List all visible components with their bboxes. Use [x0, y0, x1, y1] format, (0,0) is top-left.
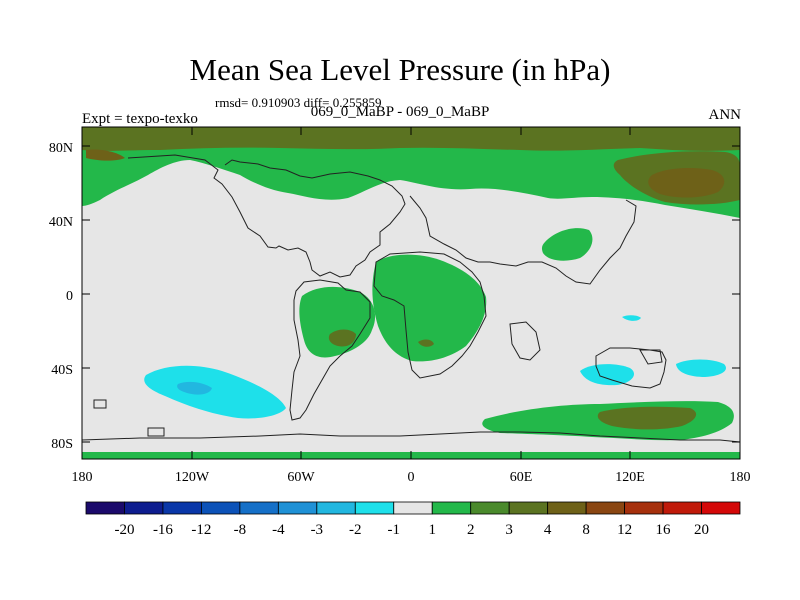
south-america-olive — [328, 329, 356, 347]
africa-anomaly — [372, 254, 487, 362]
lon-label: 60E — [510, 470, 533, 485]
colorbar-swatch — [316, 501, 356, 515]
map-title: Mean Sea Level Pressure (in hPa) — [189, 52, 611, 87]
asia-positive-anomaly — [541, 228, 593, 261]
lon-label: 120E — [615, 470, 645, 485]
colorbar-label: 16 — [656, 522, 672, 538]
longitude-ticks — [81, 127, 741, 459]
colorbar-label: 20 — [694, 522, 709, 538]
arctic-brown-patch — [86, 149, 125, 161]
longitude-labels: 180 120W 60W 0 60E 120E 180 — [72, 470, 751, 485]
lat-label: 40N — [49, 215, 73, 230]
colorbar-label: -4 — [272, 522, 285, 538]
colorbar-label: -2 — [349, 522, 362, 538]
colorbar-swatch — [162, 501, 202, 515]
colorbar-swatch — [277, 501, 318, 515]
colorbar-swatch — [201, 501, 241, 515]
experiment-label: Expt = texpo-texko — [82, 111, 198, 127]
arctic-olive-band — [82, 127, 740, 151]
south-pacific-negative-anomaly — [144, 365, 286, 419]
southern-ocean-olive — [597, 406, 697, 430]
colorbar-swatch — [239, 501, 279, 515]
lon-label: 0 — [408, 470, 415, 485]
colorbar-label: 1 — [428, 522, 436, 538]
lat-label: 0 — [66, 289, 73, 304]
colorbar-swatch — [393, 501, 433, 515]
colorbar-swatch — [624, 501, 664, 515]
lon-label: 180 — [72, 470, 93, 485]
colorbar-label: -20 — [114, 522, 134, 538]
colorbar-swatch — [124, 501, 164, 515]
experiment-subtitle: 069_0_MaBP - 069_0_MaBP — [310, 104, 490, 120]
colorbar-label: -1 — [388, 522, 401, 538]
small-negative-anomaly — [622, 315, 641, 321]
colorbar: -20 -16 -12 -8 -4 -3 -2 -1 1 2 3 4 8 12 16 20 — [85, 501, 741, 538]
colorbar-swatch — [585, 501, 625, 515]
colorbar-label: 3 — [505, 522, 513, 538]
africa-olive — [418, 339, 434, 347]
indian-ocean-negative-anomaly — [580, 364, 634, 386]
colorbar-swatch — [85, 501, 125, 515]
lat-label: 80S — [51, 437, 73, 452]
colorbar-swatch — [547, 501, 587, 515]
colorbar-label: -8 — [234, 522, 247, 538]
colorbar-swatch — [662, 501, 702, 515]
colorbar-swatch — [508, 501, 549, 515]
colorbar-label: 12 — [617, 522, 632, 538]
colorbar-swatch — [354, 501, 395, 515]
colorbar-swatch — [431, 501, 472, 515]
season-label: ANN — [708, 107, 742, 123]
colorbar-label: 2 — [467, 522, 475, 538]
colorbar-label: 4 — [544, 522, 552, 538]
australia-negative-anomaly — [676, 359, 726, 377]
map-field — [82, 127, 740, 459]
lon-label: 60W — [287, 470, 315, 485]
latitude-ticks — [82, 145, 740, 443]
lon-label: 120W — [175, 470, 210, 485]
stats-line: rmsd= 0.910903 diff= 0.255859 — [215, 95, 382, 110]
lon-label: 180 — [730, 470, 751, 485]
colorbar-swatch — [701, 501, 741, 515]
lat-label: 40S — [51, 363, 73, 378]
lat-label: 80N — [49, 141, 73, 156]
colorbar-label: -12 — [191, 522, 211, 538]
siberia-brown-anomaly — [648, 167, 725, 198]
colorbar-swatch — [470, 501, 510, 515]
colorbar-label: 8 — [582, 522, 590, 538]
coastlines — [82, 154, 740, 443]
south-pacific-core — [177, 381, 212, 395]
colorbar-label: -16 — [153, 522, 173, 538]
latitude-labels: 80N 40N 0 40S 80S — [49, 141, 73, 452]
colorbar-label: -3 — [311, 522, 324, 538]
